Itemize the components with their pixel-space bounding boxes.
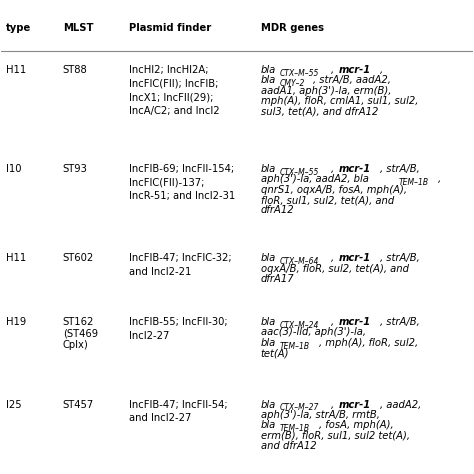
Text: ,: , bbox=[331, 254, 337, 264]
Text: type: type bbox=[6, 23, 31, 33]
Text: , mph(A), floR, sul2,: , mph(A), floR, sul2, bbox=[319, 338, 418, 348]
Text: aph(3')-la, strA/B, rmtB,: aph(3')-la, strA/B, rmtB, bbox=[261, 410, 379, 420]
Text: TEM–1B: TEM–1B bbox=[399, 178, 429, 187]
Text: ST162
(ST469
Cplx): ST162 (ST469 Cplx) bbox=[63, 317, 98, 350]
Text: bla: bla bbox=[261, 338, 276, 348]
Text: bla: bla bbox=[261, 254, 276, 264]
Text: sul3, tet(A), and dfrA12: sul3, tet(A), and dfrA12 bbox=[261, 107, 378, 117]
Text: , strA/B,: , strA/B, bbox=[380, 317, 420, 327]
Text: aac(3)-lld, aph(3')-la,: aac(3)-lld, aph(3')-la, bbox=[261, 328, 365, 337]
Text: , fosA, mph(A),: , fosA, mph(A), bbox=[319, 420, 393, 430]
Text: mcr-1: mcr-1 bbox=[338, 400, 371, 410]
Text: dfrA17: dfrA17 bbox=[261, 274, 294, 284]
Text: IncHI2; IncHI2A;
IncFIC(FII); IncFIB;
IncX1; IncFII(29);
IncA/C2; and IncI2: IncHI2; IncHI2A; IncFIC(FII); IncFIB; In… bbox=[128, 65, 219, 116]
Text: , strA/B,: , strA/B, bbox=[380, 254, 420, 264]
Text: ,: , bbox=[331, 400, 337, 410]
Text: H19: H19 bbox=[6, 317, 27, 327]
Text: IncFIB-47; IncFIC-32;
and IncI2-21: IncFIB-47; IncFIC-32; and IncI2-21 bbox=[128, 254, 231, 277]
Text: , strA/B, aadA2,: , strA/B, aadA2, bbox=[313, 75, 391, 85]
Text: CTX–M–64: CTX–M–64 bbox=[280, 257, 319, 266]
Text: ,: , bbox=[331, 317, 337, 327]
Text: I10: I10 bbox=[6, 164, 22, 174]
Text: mcr-1: mcr-1 bbox=[338, 164, 371, 174]
Text: mcr-1: mcr-1 bbox=[338, 65, 371, 75]
Text: mcr-1: mcr-1 bbox=[338, 317, 371, 327]
Text: floR, sul1, sul2, tet(A), and: floR, sul1, sul2, tet(A), and bbox=[261, 195, 394, 205]
Text: bla: bla bbox=[261, 164, 276, 174]
Text: bla: bla bbox=[261, 75, 276, 85]
Text: ST602: ST602 bbox=[63, 254, 94, 264]
Text: CMY–2: CMY–2 bbox=[280, 79, 306, 88]
Text: , strA/B,: , strA/B, bbox=[380, 164, 420, 174]
Text: TEM–1B: TEM–1B bbox=[280, 342, 310, 351]
Text: I25: I25 bbox=[6, 400, 22, 410]
Text: ,: , bbox=[331, 65, 337, 75]
Text: bla: bla bbox=[261, 317, 276, 327]
Text: ,: , bbox=[438, 174, 441, 184]
Text: H11: H11 bbox=[6, 65, 27, 75]
Text: IncFIB-47; IncFII-54;
and IncI2-27: IncFIB-47; IncFII-54; and IncI2-27 bbox=[128, 400, 227, 423]
Text: ST93: ST93 bbox=[63, 164, 88, 174]
Text: aadA1, aph(3')-la, erm(B),: aadA1, aph(3')-la, erm(B), bbox=[261, 86, 391, 96]
Text: IncFIB-69; IncFII-154;
IncFIC(FII)-137;
IncR-51; and IncI2-31: IncFIB-69; IncFII-154; IncFIC(FII)-137; … bbox=[128, 164, 235, 201]
Text: Plasmid finder: Plasmid finder bbox=[128, 23, 211, 33]
Text: oqxA/B, floR, sul2, tet(A), and: oqxA/B, floR, sul2, tet(A), and bbox=[261, 264, 409, 274]
Text: ST457: ST457 bbox=[63, 400, 94, 410]
Text: CTX–M–55: CTX–M–55 bbox=[280, 168, 319, 177]
Text: MDR genes: MDR genes bbox=[261, 23, 324, 33]
Text: bla: bla bbox=[261, 400, 276, 410]
Text: , aadA2,: , aadA2, bbox=[380, 400, 421, 410]
Text: mcr-1: mcr-1 bbox=[338, 254, 371, 264]
Text: IncFIB-55; IncFII-30;
IncI2-27: IncFIB-55; IncFII-30; IncI2-27 bbox=[128, 317, 227, 341]
Text: CTX–M–27: CTX–M–27 bbox=[280, 403, 319, 412]
Text: dfrA12: dfrA12 bbox=[261, 205, 294, 216]
Text: H11: H11 bbox=[6, 254, 27, 264]
Text: erm(B), floR, sul1, sul2 tet(A),: erm(B), floR, sul1, sul2 tet(A), bbox=[261, 431, 410, 441]
Text: MLST: MLST bbox=[63, 23, 93, 33]
Text: tet(A): tet(A) bbox=[261, 348, 289, 358]
Text: CTX–M–55: CTX–M–55 bbox=[280, 69, 319, 78]
Text: CTX–M–24: CTX–M–24 bbox=[280, 321, 319, 330]
Text: bla: bla bbox=[261, 420, 276, 430]
Text: ,: , bbox=[380, 65, 383, 75]
Text: mph(A), floR, cmlA1, sul1, sul2,: mph(A), floR, cmlA1, sul1, sul2, bbox=[261, 96, 418, 106]
Text: ST88: ST88 bbox=[63, 65, 87, 75]
Text: bla: bla bbox=[261, 65, 276, 75]
Text: aph(3')-la, aadA2, bla: aph(3')-la, aadA2, bla bbox=[261, 174, 368, 184]
Text: and dfrA12: and dfrA12 bbox=[261, 441, 316, 451]
Text: qnrS1, oqxA/B, fosA, mph(A),: qnrS1, oqxA/B, fosA, mph(A), bbox=[261, 185, 407, 195]
Text: ,: , bbox=[331, 164, 337, 174]
Text: TEM–1B: TEM–1B bbox=[280, 424, 310, 433]
